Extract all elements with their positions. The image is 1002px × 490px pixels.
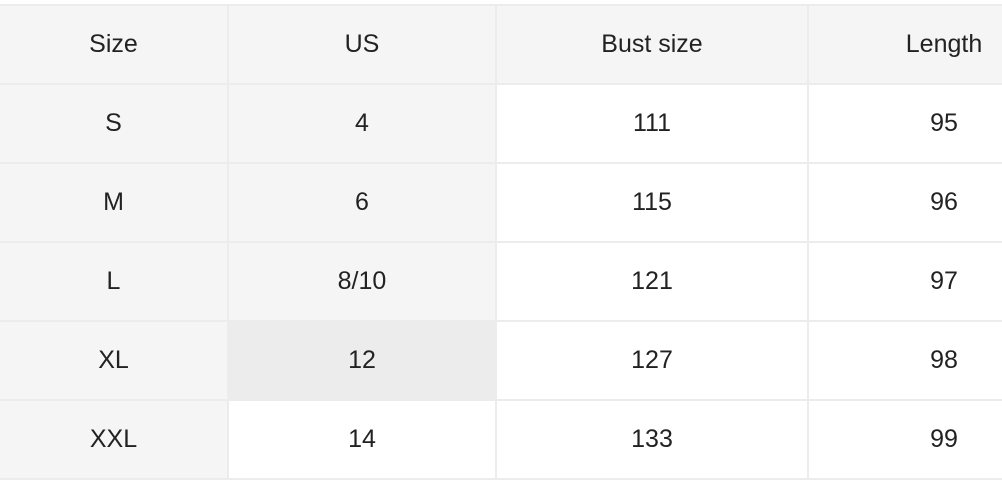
cell-us: 8/10	[227, 241, 497, 322]
header-row: Size US Bust size Length	[0, 4, 1002, 85]
cell-length: 99	[807, 399, 1002, 480]
cell-us: 14	[227, 399, 497, 480]
cell-size: XL	[0, 320, 229, 401]
cell-us: 12	[227, 320, 497, 401]
table-row: L 8/10 121 97	[0, 241, 1002, 322]
header-bust-size: Bust size	[495, 4, 809, 85]
cell-bust-size: 127	[495, 320, 809, 401]
cell-size: S	[0, 83, 229, 164]
cell-bust-size: 133	[495, 399, 809, 480]
cell-length: 96	[807, 162, 1002, 243]
header-us: US	[227, 4, 497, 85]
header-length: Length	[807, 4, 1002, 85]
cell-length: 97	[807, 241, 1002, 322]
cell-us: 4	[227, 83, 497, 164]
table-row: M 6 115 96	[0, 162, 1002, 243]
table-row: XXL 14 133 99	[0, 399, 1002, 480]
cell-size: M	[0, 162, 229, 243]
table-row: XL 12 127 98	[0, 320, 1002, 401]
size-table: Size US Bust size Length S 4 111 95 M 6 115 96 L…	[0, 4, 1002, 480]
table-row: S 4 111 95	[0, 83, 1002, 164]
cell-length: 95	[807, 83, 1002, 164]
cell-bust-size: 121	[495, 241, 809, 322]
header-size: Size	[0, 4, 229, 85]
cell-length: 98	[807, 320, 1002, 401]
cell-bust-size: 115	[495, 162, 809, 243]
cell-size: L	[0, 241, 229, 322]
cell-us: 6	[227, 162, 497, 243]
size-chart: Size US Bust size Length S 4 111 95 M 6 115 96 L…	[0, 4, 1002, 480]
cell-bust-size: 111	[495, 83, 809, 164]
cell-size: XXL	[0, 399, 229, 480]
